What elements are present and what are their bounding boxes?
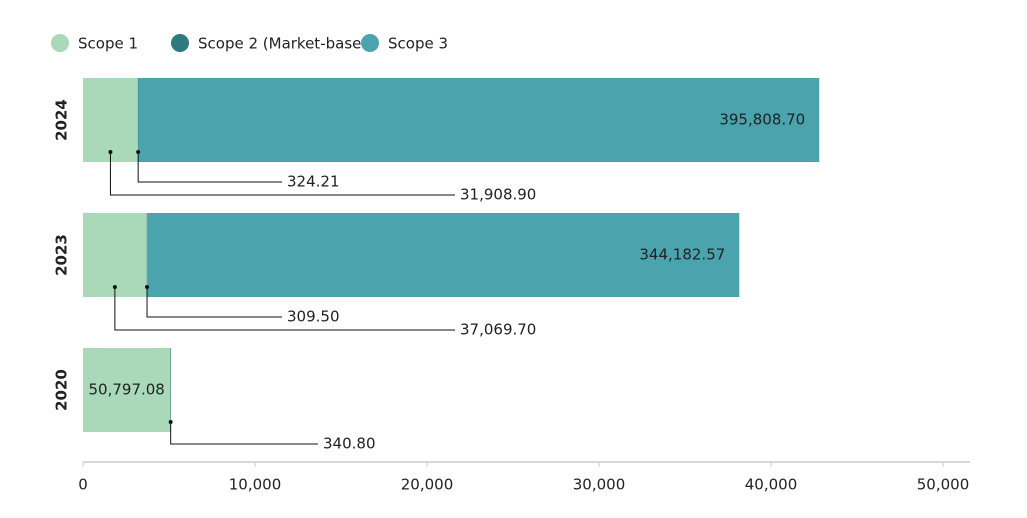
value-label: 395,808.70 [719, 111, 805, 129]
bar-segment [146, 213, 148, 297]
leader-line [114, 287, 455, 331]
bar-segment [147, 213, 740, 297]
value-label: 340.80 [323, 435, 376, 453]
x-tick-label: 0 [78, 476, 88, 494]
value-label: 37,069.70 [460, 321, 536, 339]
x-tick-label: 10,000 [229, 476, 282, 494]
value-label: 31,908.90 [460, 186, 536, 204]
category-label: 2020 [53, 369, 71, 411]
bar-segment [138, 78, 820, 162]
bar-segment [137, 78, 139, 162]
value-label: 324.21 [287, 173, 340, 191]
leader-line [170, 422, 318, 445]
bar-segment [83, 348, 171, 432]
x-tick-label: 40,000 [745, 476, 798, 494]
category-label: 2023 [53, 234, 71, 276]
bar-segment [170, 348, 171, 432]
legend-swatch [171, 34, 189, 52]
x-tick-label: 30,000 [573, 476, 626, 494]
bar-segment [83, 78, 138, 162]
legend-label: Scope 2 (Market-based) [198, 35, 377, 53]
leader-line [109, 152, 455, 196]
legend-label: Scope 1 [78, 35, 138, 53]
leader-line [137, 152, 282, 183]
legend-swatch [361, 34, 379, 52]
x-tick-label: 20,000 [401, 476, 454, 494]
value-label: 344,182.57 [639, 246, 725, 264]
bar-segment [83, 213, 147, 297]
value-label: 50,797.08 [89, 381, 165, 399]
legend-label: Scope 3 [388, 35, 448, 53]
x-tick-label: 50,000 [917, 476, 970, 494]
legend-swatch [51, 34, 69, 52]
category-label: 2024 [53, 99, 71, 141]
leader-line [146, 287, 282, 318]
value-label: 309.50 [287, 308, 340, 326]
